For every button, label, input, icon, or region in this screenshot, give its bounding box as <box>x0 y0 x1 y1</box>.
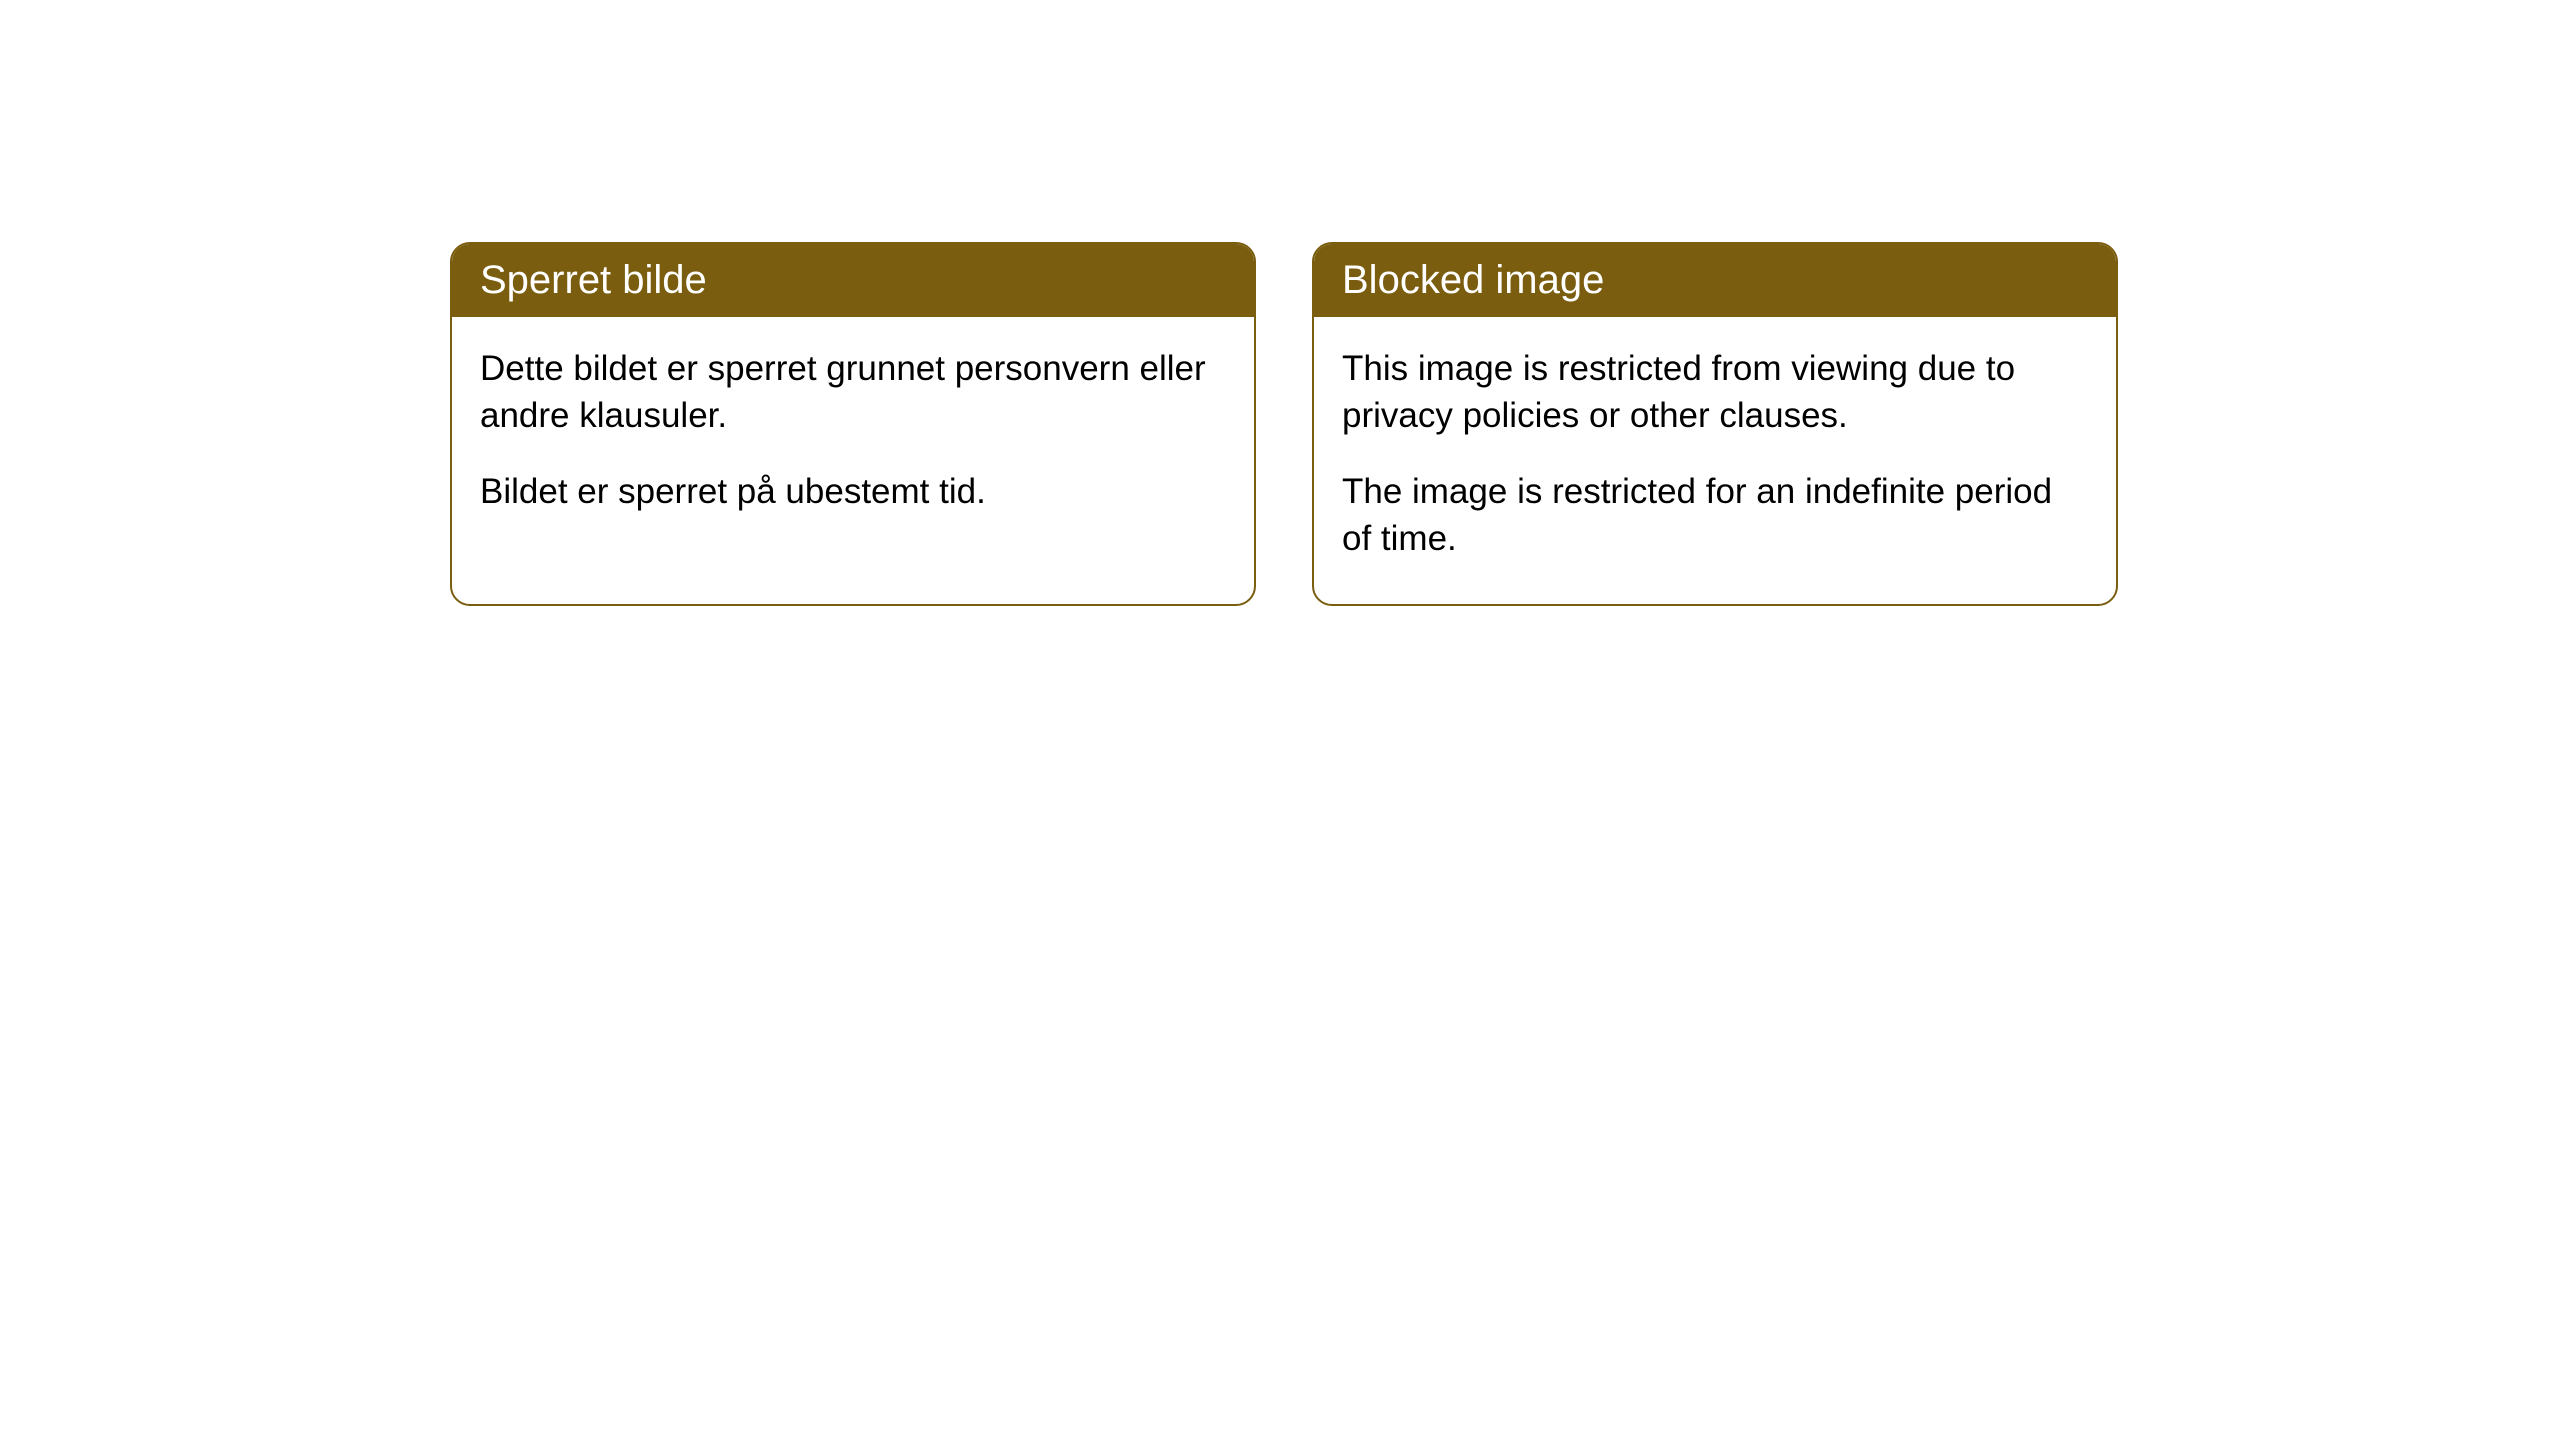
card-paragraph-1: This image is restricted from viewing du… <box>1342 345 2088 440</box>
card-title: Blocked image <box>1342 258 1604 302</box>
blocked-image-card-english: Blocked image This image is restricted f… <box>1312 242 2118 606</box>
card-header: Blocked image <box>1314 244 2116 317</box>
card-paragraph-2: Bildet er sperret på ubestemt tid. <box>480 468 1226 515</box>
card-paragraph-1: Dette bildet er sperret grunnet personve… <box>480 345 1226 440</box>
card-paragraph-2: The image is restricted for an indefinit… <box>1342 468 2088 563</box>
cards-container: Sperret bilde Dette bildet er sperret gr… <box>450 242 2118 606</box>
blocked-image-card-norwegian: Sperret bilde Dette bildet er sperret gr… <box>450 242 1256 606</box>
card-title: Sperret bilde <box>480 258 707 302</box>
card-header: Sperret bilde <box>452 244 1254 317</box>
card-body: This image is restricted from viewing du… <box>1314 317 2116 604</box>
card-body: Dette bildet er sperret grunnet personve… <box>452 317 1254 557</box>
